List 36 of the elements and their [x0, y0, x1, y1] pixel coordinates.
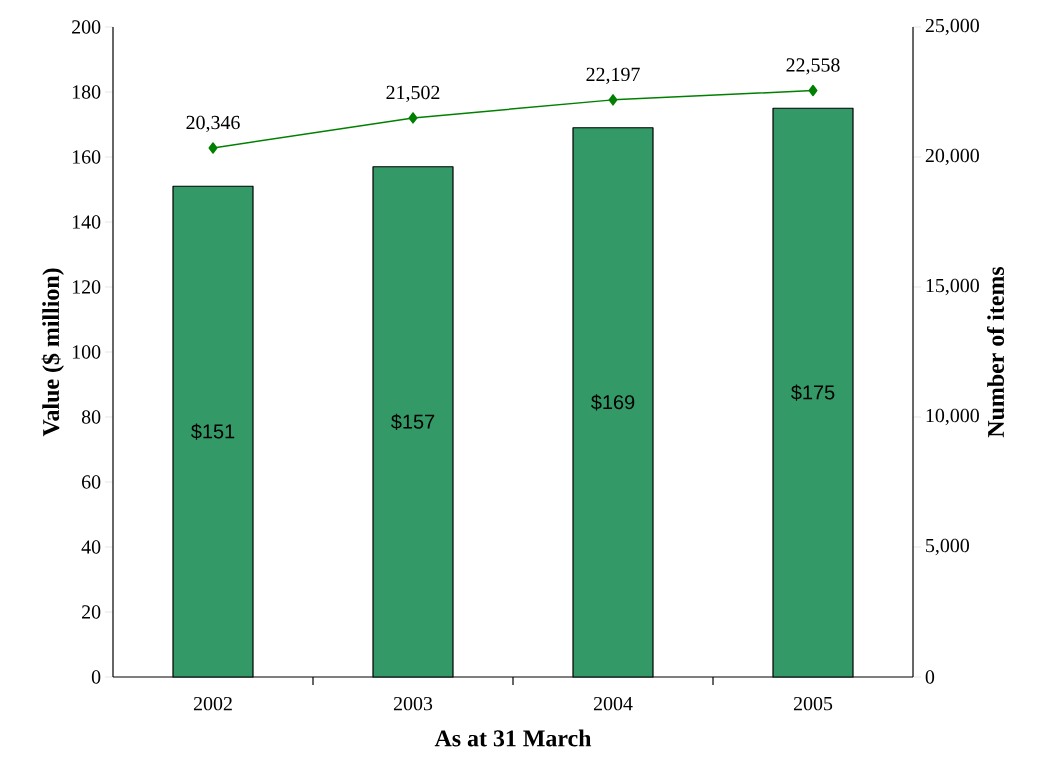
y2-axis-title: Number of items	[986, 266, 1005, 438]
data-label: 22,558	[786, 58, 840, 75]
y-tick-label: 0	[91, 670, 101, 684]
data-label: $151	[191, 423, 235, 440]
x-axis-title: As at 31 March	[434, 729, 592, 747]
data-label: $169	[591, 394, 635, 411]
point	[608, 94, 618, 106]
point	[208, 142, 218, 154]
y2-tick-label: 10,000	[926, 408, 979, 426]
data-label: 21,502	[386, 85, 440, 103]
x-tick-label: 2005	[793, 696, 833, 711]
y2-tick-label: 25,000	[925, 18, 979, 36]
y-axis-title: Value ($ million)	[41, 268, 64, 437]
y-tick-label: 60	[82, 475, 101, 489]
point	[408, 112, 418, 124]
y-tick-label: 20	[82, 605, 101, 619]
y2-tick-label: 15,000	[926, 278, 979, 296]
data-label: $175	[791, 384, 835, 401]
y-tick-label: 40	[81, 540, 101, 554]
x-tick-label: 2004	[593, 696, 633, 711]
y2-tick-label: 5,000	[926, 538, 969, 556]
y-tick-label: 140	[72, 215, 101, 229]
y2-tick-label: 20,000	[925, 148, 979, 166]
data-label: $157	[391, 413, 435, 430]
y-tick-label: 100	[72, 345, 101, 359]
x-tick-label: 2002	[193, 696, 232, 711]
point	[808, 84, 818, 97]
y-tick-label: 180	[72, 85, 101, 99]
y-tick-label: 160	[72, 150, 101, 164]
x-tick-label: 2003	[393, 696, 433, 711]
data-label: 22,197	[586, 67, 640, 84]
y-tick-label: 80	[81, 410, 101, 424]
y-tick-label: 200	[72, 20, 101, 34]
y-tick-label: 120	[72, 280, 101, 294]
data-label: 20,346	[186, 115, 240, 133]
y2-tick-label: 0	[925, 670, 935, 684]
